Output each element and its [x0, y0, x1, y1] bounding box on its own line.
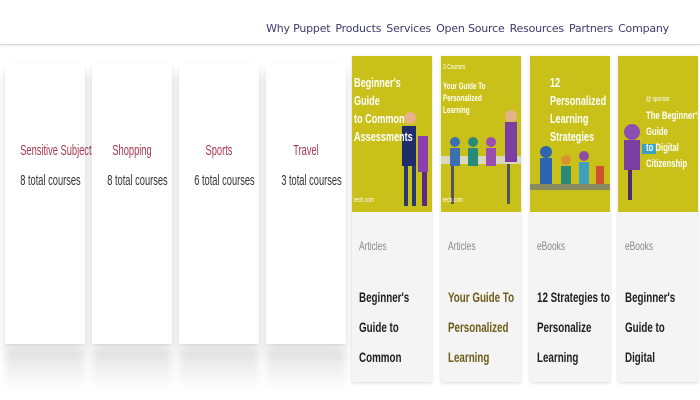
category-name: Sports: [205, 142, 233, 159]
nav-company[interactable]: Company: [618, 22, 669, 35]
nav-products[interactable]: Products: [335, 22, 382, 35]
illustration: [624, 124, 656, 200]
nav-resources[interactable]: Resources: [509, 22, 565, 35]
thumbnail-tag: 3 Courses: [443, 64, 466, 71]
thumbnail-title: The Beginner's Guide to Digital Citizens…: [646, 110, 698, 170]
illustration: [441, 110, 521, 204]
category-card-sensitive-subjects[interactable]: Sensitive Subjects 8 total courses: [5, 64, 97, 392]
category-name: Shopping: [112, 142, 152, 159]
nav-open-source[interactable]: Open Source: [436, 22, 505, 35]
resource-title[interactable]: Beginner's Guide to Digital Citizenship: [625, 289, 677, 382]
category-card-sports[interactable]: Sports 6 total courses: [179, 64, 259, 392]
thumbnail-brand: tech.com: [354, 197, 374, 204]
category-count: 8 total courses: [20, 172, 81, 189]
resource-card-common-assessments[interactable]: Beginner's Guide to Common Assessments t…: [352, 56, 432, 382]
category-count: 6 total courses: [194, 172, 255, 189]
resource-thumbnail: 3 Courses Your Guide To Personalized Lea…: [441, 56, 521, 212]
resource-type: eBooks: [625, 239, 654, 253]
thumbnail-title: 12 Personalized Learning Strategies: [550, 75, 607, 144]
category-count: 3 total courses: [281, 172, 342, 189]
card-reflection: [5, 352, 85, 392]
category-count: 8 total courses: [107, 172, 168, 189]
resource-thumbnail: @ sponsor The Beginner's Guide to Digita…: [618, 56, 698, 212]
thumbnail-title: Beginner's Guide to Common Assessments: [354, 75, 413, 144]
thumbnail-tag: @ sponsor: [646, 96, 670, 103]
resource-title[interactable]: 12 Strategies to Personalize Learning: [537, 289, 610, 365]
thumbnail-brand: tech.com: [443, 197, 463, 204]
thumbnail-title: Your Guide To Personalized Learning: [443, 81, 486, 115]
illustration: [530, 146, 610, 190]
top-navigation-bar: Why Puppet Products Services Open Source…: [0, 0, 700, 45]
category-card-shopping[interactable]: Shopping 8 total courses: [92, 64, 172, 392]
category-card-travel[interactable]: Travel 3 total courses: [266, 64, 346, 392]
nav-services[interactable]: Services: [386, 22, 432, 35]
resource-thumbnail: Beginner's Guide to Common Assessments t…: [352, 56, 432, 212]
main-nav: Why Puppet Products Services Open Source…: [266, 22, 669, 35]
resource-card-digital-citizenship[interactable]: @ sponsor The Beginner's Guide to Digita…: [618, 56, 698, 382]
nav-partners[interactable]: Partners: [568, 22, 614, 35]
resource-thumbnail: 12 Personalized Learning Strategies: [530, 56, 610, 212]
resource-type: Articles: [448, 239, 476, 253]
resource-title[interactable]: Beginner's Guide to Common Assessments: [359, 289, 422, 382]
course-categories: Sensitive Subjects 8 total courses Shopp…: [0, 44, 350, 400]
resource-card-personalize-strategies[interactable]: 12 Personalized Learning Strategies eBoo…: [530, 56, 610, 382]
resource-type: eBooks: [537, 239, 566, 253]
illustration: [402, 112, 428, 206]
category-name: Sensitive Subjects: [20, 142, 97, 159]
card-reflection: [92, 352, 172, 392]
resource-card-personalized-learning[interactable]: 3 Courses Your Guide To Personalized Lea…: [441, 56, 521, 382]
card-reflection: [179, 352, 259, 392]
resource-title[interactable]: Your Guide To Personalized Learning: [448, 289, 515, 365]
category-name: Travel: [293, 142, 319, 159]
nav-why-puppet[interactable]: Why Puppet: [266, 22, 331, 35]
card-reflection: [266, 352, 346, 392]
resource-type: Articles: [359, 239, 387, 253]
